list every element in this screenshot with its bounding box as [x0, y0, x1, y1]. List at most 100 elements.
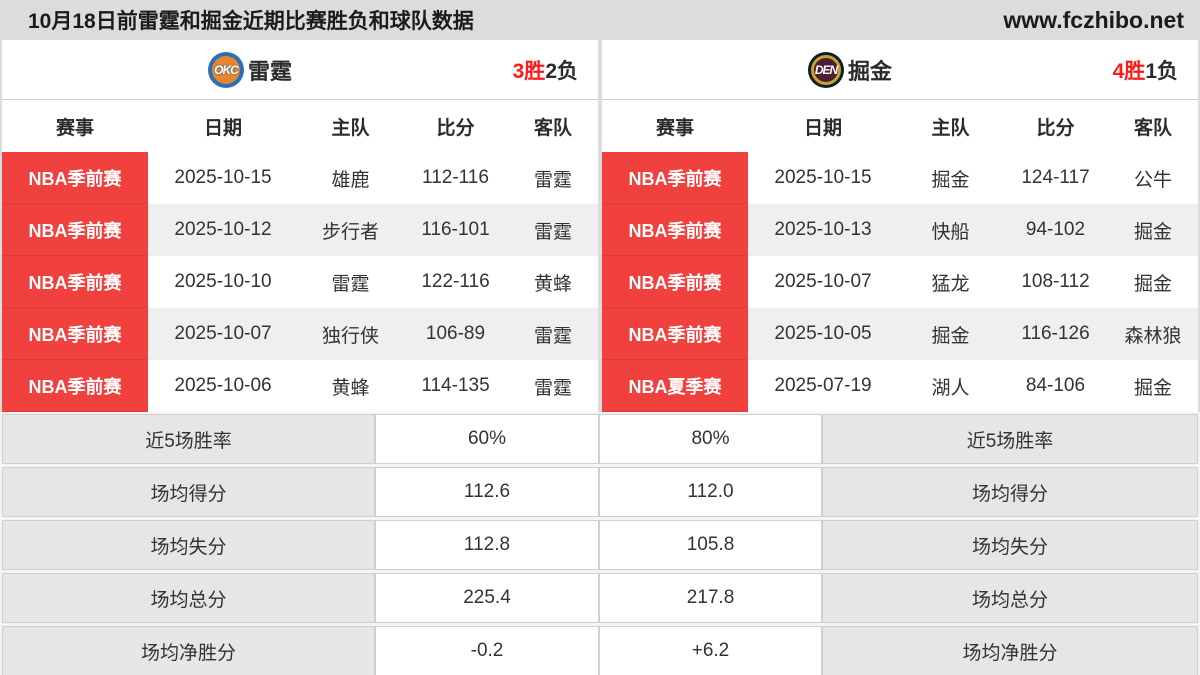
okc-logo-text: OKC [214, 62, 239, 77]
home-team: 雄鹿 [331, 169, 370, 191]
stat-label-left: 场均得分 [2, 467, 375, 517]
away-team: 黄蜂 [533, 273, 572, 295]
okc-logo-ring [211, 55, 240, 84]
stats-section: 近5场胜率 60% 80% 近5场胜率 场均得分 112.6 112.0 场均得… [0, 412, 1200, 675]
match-score: 84-106 [1025, 375, 1086, 396]
stat-label-left: 场均失分 [2, 520, 375, 570]
away-team: 掘金 [1133, 377, 1172, 399]
den-team-logo-icon: DEN [807, 51, 844, 88]
stat-label-right: 场均得分 [822, 467, 1198, 517]
col-header-away: 客队 [1133, 117, 1172, 139]
team-header-thunder: OKC 雷霆 3胜 2负 [2, 40, 598, 100]
league-badge: NBA季前赛 [2, 204, 148, 256]
den-logo-text: DEN [814, 62, 838, 77]
stat-value-right: 105.8 [599, 520, 822, 570]
team-record: 3胜 2负 [513, 40, 578, 100]
away-team: 雷霆 [533, 325, 572, 347]
match-date: 2025-10-06 [174, 375, 272, 396]
table-row: NBA季前赛 2025-10-06 黄蜂 114-135 雷霆 [2, 360, 598, 412]
title-bar: 10月18日前雷霆和掘金近期比赛胜负和球队数据 www.fczhibo.net [0, 0, 1200, 40]
match-date: 2025-10-13 [774, 219, 872, 240]
stats-row-points-for: 场均得分 112.6 112.0 场均得分 [2, 467, 1198, 517]
team-name: 掘金 [847, 58, 892, 84]
match-date: 2025-10-15 [774, 167, 872, 188]
league-badge: NBA季前赛 [2, 308, 148, 360]
away-team: 掘金 [1133, 221, 1172, 243]
table-row: NBA季前赛 2025-10-07 猛龙 108-112 掘金 [602, 256, 1198, 308]
stat-value-left: 225.4 [375, 573, 599, 623]
home-team: 猛龙 [931, 273, 970, 295]
team-panels: OKC 雷霆 3胜 2负 赛事 日期 主队 比分 客队 NBA季前赛 2025-1… [0, 40, 1200, 412]
away-team: 雷霆 [533, 221, 572, 243]
match-date: 2025-10-07 [774, 271, 872, 292]
wins-count: 3胜 [512, 60, 546, 83]
table-row: NBA季前赛 2025-10-13 快船 94-102 掘金 [602, 204, 1198, 256]
table-row: NBA季前赛 2025-10-10 雷霆 122-116 黄蜂 [2, 256, 598, 308]
team-record: 4胜 1负 [1113, 40, 1178, 100]
col-header-home: 主队 [331, 117, 370, 139]
league-badge: NBA季前赛 [2, 360, 148, 412]
stat-value-left: 112.8 [375, 520, 599, 570]
stats-row-total-points: 场均总分 225.4 217.8 场均总分 [2, 573, 1198, 623]
league-badge: NBA季前赛 [2, 152, 148, 204]
col-header-score: 比分 [436, 117, 475, 139]
home-team: 掘金 [931, 325, 970, 347]
col-header-date: 日期 [203, 117, 242, 139]
table-row: NBA季前赛 2025-10-07 独行侠 106-89 雷霆 [2, 308, 598, 360]
away-team: 森林狼 [1124, 325, 1182, 347]
page-title: 10月18日前雷霆和掘金近期比赛胜负和球队数据 [28, 10, 474, 33]
table-row: NBA季前赛 2025-10-05 掘金 116-126 森林狼 [602, 308, 1198, 360]
league-badge: NBA夏季赛 [602, 360, 748, 412]
table-row: NBA季前赛 2025-10-12 步行者 116-101 雷霆 [2, 204, 598, 256]
stat-value-right: 80% [599, 414, 822, 464]
col-header-score: 比分 [1036, 117, 1075, 139]
match-date: 2025-07-19 [774, 375, 872, 396]
match-date: 2025-10-12 [174, 219, 272, 240]
match-date: 2025-10-07 [174, 323, 272, 344]
stat-label-right: 场均净胜分 [822, 626, 1198, 675]
stat-label-left: 场均总分 [2, 573, 375, 623]
home-team: 步行者 [321, 221, 379, 243]
table-header-row: 赛事 日期 主队 比分 客队 [602, 100, 1198, 152]
stat-value-left: 112.6 [375, 467, 599, 517]
away-team: 雷霆 [533, 169, 572, 191]
home-team: 黄蜂 [331, 377, 370, 399]
den-logo-ring [810, 54, 841, 85]
team-name: 雷霆 [247, 58, 292, 84]
league-badge: NBA季前赛 [602, 204, 748, 256]
losses-count: 1负 [1145, 60, 1178, 83]
table-row: NBA季前赛 2025-10-15 掘金 124-117 公牛 [602, 152, 1198, 204]
league-badge: NBA季前赛 [602, 256, 748, 308]
stat-label-left: 场均净胜分 [2, 626, 375, 675]
col-header-away: 客队 [533, 117, 572, 139]
panel-thunder: OKC 雷霆 3胜 2负 赛事 日期 主队 比分 客队 NBA季前赛 2025-1… [2, 40, 598, 412]
league-badge: NBA季前赛 [2, 256, 148, 308]
stat-label-right: 场均失分 [822, 520, 1198, 570]
match-score: 94-102 [1025, 219, 1086, 240]
stat-value-right: 217.8 [599, 573, 822, 623]
away-team: 雷霆 [533, 377, 572, 399]
stat-label-right: 场均总分 [822, 573, 1198, 623]
match-score: 114-135 [421, 375, 490, 396]
table-row: NBA季前赛 2025-10-15 雄鹿 112-116 雷霆 [2, 152, 598, 204]
stat-label-right: 近5场胜率 [822, 414, 1198, 464]
match-date: 2025-10-10 [174, 271, 272, 292]
match-date: 2025-10-05 [774, 323, 872, 344]
away-team: 公牛 [1133, 169, 1172, 191]
stat-value-left: -0.2 [375, 626, 599, 675]
match-score: 124-117 [1021, 167, 1090, 188]
home-team: 独行侠 [321, 325, 379, 347]
match-score: 116-101 [421, 219, 490, 240]
away-team: 掘金 [1133, 273, 1172, 295]
match-date: 2025-10-15 [174, 167, 272, 188]
site-url[interactable]: www.fczhibo.net [1003, 6, 1184, 33]
table-row: NBA夏季赛 2025-07-19 湖人 84-106 掘金 [602, 360, 1198, 412]
stats-row-points-against: 场均失分 112.8 105.8 场均失分 [2, 520, 1198, 570]
team-header-nuggets: DEN 掘金 4胜 1负 [602, 40, 1198, 100]
match-score: 106-89 [425, 323, 486, 344]
home-team: 雷霆 [331, 273, 370, 295]
losses-count: 2负 [545, 60, 578, 83]
match-score: 108-112 [1021, 271, 1090, 292]
league-badge: NBA季前赛 [602, 152, 748, 204]
match-score: 122-116 [421, 271, 490, 292]
